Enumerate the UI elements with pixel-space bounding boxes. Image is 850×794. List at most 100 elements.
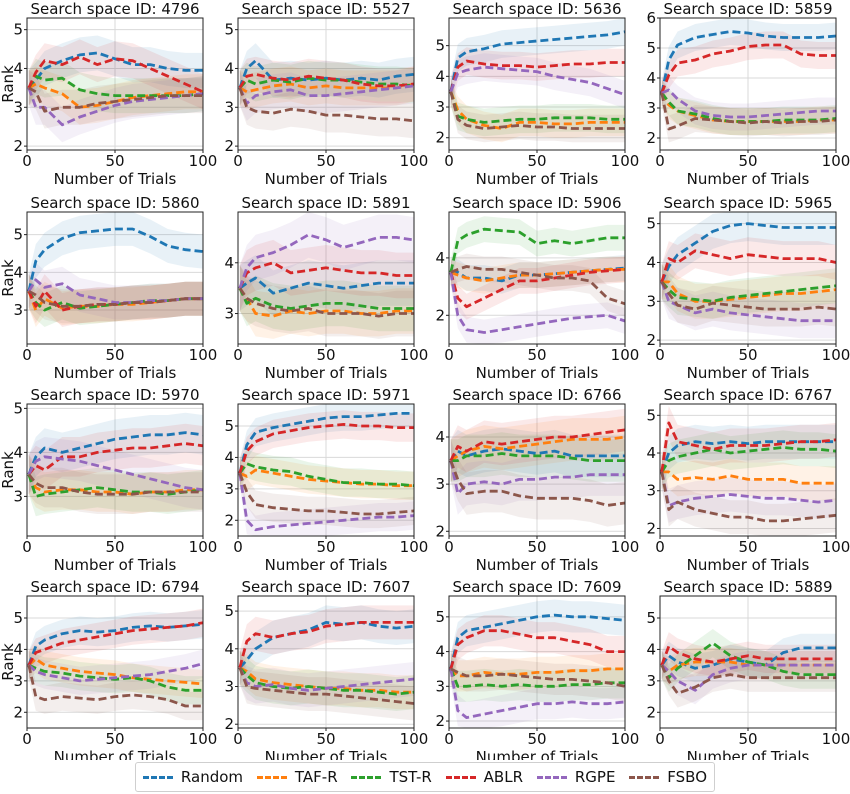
legend-label: TST-R [389, 768, 432, 786]
x-axis-label: Number of Trials [265, 748, 388, 760]
band-random [28, 412, 203, 495]
y-tick-label: 5 [646, 39, 656, 57]
y-tick-label: 2 [435, 522, 445, 540]
y-tick-label: 3 [13, 98, 23, 116]
y-tick-label: 5 [13, 399, 23, 417]
band-fsbo [661, 264, 836, 327]
y-tick-label: 4 [646, 444, 656, 462]
subplot-6: 0 50 100 3 4 Search space ID: 5891 Number of T… [224, 194, 428, 382]
y-tick-label: 6 [646, 9, 656, 27]
legend-label: FSBO [667, 768, 708, 786]
band-taf-r [661, 647, 836, 686]
x-tick-label: 50 [105, 152, 124, 170]
series-line-fsbo [660, 281, 837, 311]
x-tick-label: 50 [316, 346, 335, 364]
y-tick-label: 2 [224, 715, 234, 733]
subplot-title: Search space ID: 5889 [663, 578, 832, 596]
x-tick-label: 100 [822, 346, 850, 364]
subplot-9: 0 50 100 3 4 5 Search space ID: 5970 Number of … [0, 386, 217, 574]
x-tick-label: 100 [400, 152, 429, 170]
series-line-random [27, 51, 203, 89]
y-tick-label: 3 [435, 475, 445, 493]
band-taf-r [239, 66, 414, 110]
series-line-fsbo [238, 472, 415, 516]
x-tick-label: 100 [822, 538, 850, 556]
series-line-fsbo [27, 664, 203, 708]
subplot-7: 0 50 100 2 4 Search space ID: 5906 Number of T… [435, 194, 639, 382]
series-line-rgpe [238, 84, 415, 105]
band-tst-r [661, 430, 836, 489]
subplot-1: 0 50 100 2 3 4 5 Search space ID: 4796 Number of… [0, 0, 217, 188]
band-ablr [28, 423, 203, 495]
x-tick-label: 100 [400, 538, 429, 556]
band-tst-r [239, 650, 414, 711]
series-line-tst-r [660, 641, 836, 680]
legend-swatch [629, 775, 660, 779]
band-fsbo [661, 454, 836, 536]
x-tick-label: 50 [527, 730, 546, 748]
y-tick-label: 5 [435, 608, 445, 626]
x-axis-label: Number of Trials [476, 364, 599, 382]
series-line-rgpe [27, 278, 203, 304]
x-tick-label: 100 [189, 538, 218, 556]
x-axis-label: Number of Trials [54, 364, 177, 382]
series-line-taf-r [449, 91, 625, 130]
legend-item-ablr: ABLR [445, 768, 523, 786]
series-line-tst-r [238, 287, 414, 310]
band-ablr [239, 410, 414, 488]
y-tick-label: 3 [435, 98, 445, 116]
series-line-rgpe [449, 272, 626, 334]
series-line-fsbo [238, 287, 414, 318]
band-fsbo [450, 253, 625, 317]
y-axis-label: Rank [0, 451, 17, 489]
y-tick-label: 2 [435, 306, 445, 324]
band-taf-r [239, 650, 414, 710]
band-tst-r [661, 264, 836, 319]
subplot-title: Search space ID: 4796 [30, 0, 199, 18]
series-line-fsbo [450, 265, 626, 306]
y-tick-label: 5 [646, 609, 656, 627]
series-line-taf-r [239, 82, 415, 94]
band-fsbo [450, 439, 625, 527]
legend-item-fsbo: FSBO [629, 768, 707, 786]
series-line-taf-r [239, 666, 414, 694]
series-line-tst-r [449, 91, 625, 124]
series-line-ablr [238, 621, 414, 669]
x-tick-label: 100 [189, 346, 218, 364]
band-tst-r [450, 216, 625, 286]
series-line-rgpe [238, 667, 415, 692]
series-line-random [449, 30, 626, 92]
x-tick-label: 0 [233, 152, 243, 170]
legend-swatch [256, 775, 287, 779]
x-axis-label: Number of Trials [687, 748, 810, 760]
series-line-taf-r [661, 280, 837, 303]
band-ablr [450, 47, 625, 106]
subplot-title: Search space ID: 5971 [241, 386, 410, 404]
y-tick-label: 3 [646, 292, 656, 310]
x-tick-label: 50 [738, 538, 757, 556]
x-axis-label: Number of Trials [687, 170, 810, 188]
x-axis-label: Number of Trials [265, 170, 388, 188]
series-line-ablr [27, 621, 204, 666]
subplot-title: Search space ID: 5860 [30, 194, 199, 212]
y-tick-label: 2 [13, 703, 23, 721]
series-line-tst-r [28, 663, 203, 692]
y-tick-label: 4 [435, 249, 445, 267]
y-tick-label: 4 [646, 640, 656, 658]
series-line-rgpe [449, 65, 626, 97]
series-line-rgpe [661, 88, 836, 119]
band-ablr [661, 31, 836, 107]
series-line-tst-r [27, 473, 204, 498]
series-line-random [449, 447, 625, 462]
x-tick-label: 50 [316, 538, 335, 556]
subplot-title: Search space ID: 5970 [30, 386, 199, 404]
y-tick-label: 3 [435, 677, 445, 695]
x-tick-label: 0 [22, 152, 32, 170]
legend-item-taf-r: TAF-R [256, 768, 338, 786]
series-line-rgpe [238, 472, 415, 532]
series-line-tst-r [450, 452, 625, 462]
band-taf-r [239, 455, 414, 500]
x-tick-label: 100 [400, 730, 429, 748]
subplot-title: Search space ID: 6766 [452, 386, 621, 404]
series-line-taf-r [27, 657, 204, 686]
